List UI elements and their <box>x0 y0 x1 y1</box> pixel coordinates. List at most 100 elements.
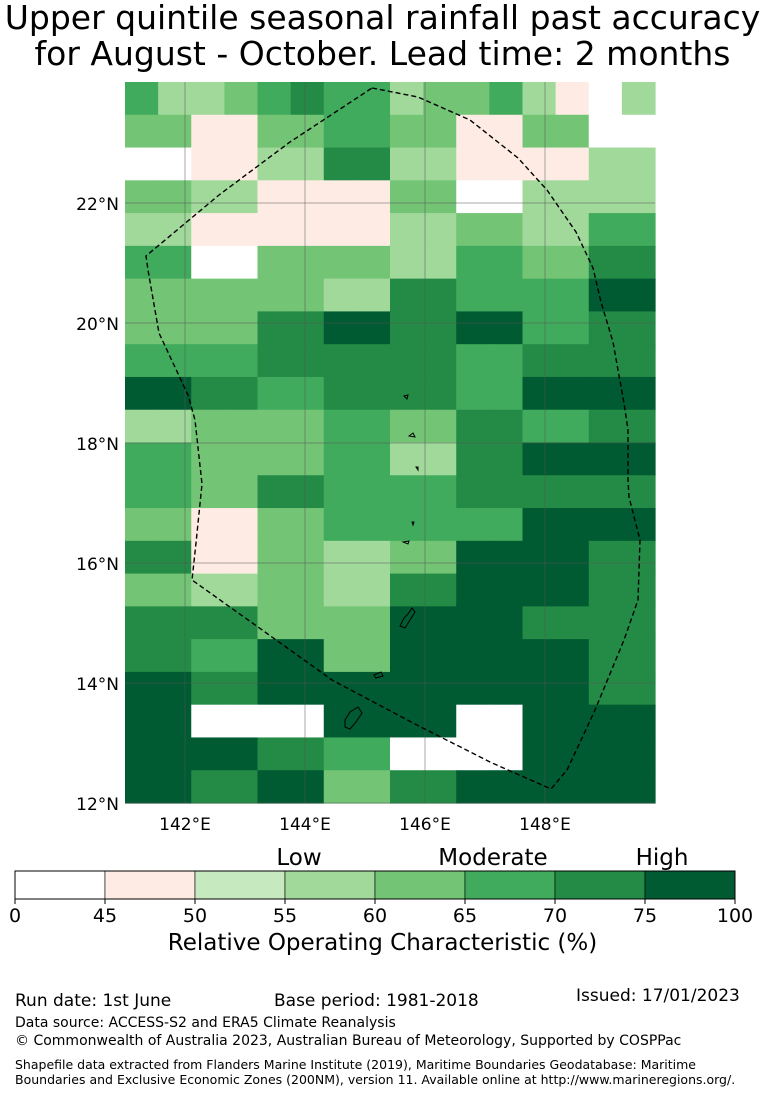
grid-cell <box>522 671 557 706</box>
grid-cell <box>257 508 292 542</box>
grid-cell <box>356 540 391 575</box>
grid-cell <box>191 573 225 607</box>
grid-cell <box>555 311 590 345</box>
grid-cell <box>390 671 424 706</box>
grid-cell <box>323 213 358 247</box>
grid-cell <box>390 508 424 542</box>
grid-cell <box>257 278 292 313</box>
grid-cell <box>191 245 225 280</box>
grid-cell <box>191 180 225 214</box>
grid-cell <box>125 508 159 542</box>
grid-cell <box>323 540 358 575</box>
grid-cell <box>522 245 557 280</box>
grid-cell <box>489 147 524 181</box>
grid-cell <box>158 147 192 181</box>
grid-cell <box>290 409 325 444</box>
grid-cell <box>489 180 524 214</box>
grid-cell <box>356 639 391 673</box>
grid-cell <box>125 376 159 411</box>
grid-cell <box>191 114 225 149</box>
grid-cell <box>224 213 259 247</box>
grid-cell <box>423 213 457 247</box>
grid-cell <box>191 770 225 804</box>
grid-cell <box>489 704 524 739</box>
grid-cell <box>456 671 490 706</box>
grid-cell <box>158 278 192 313</box>
run-date: Run date: 1st June <box>15 991 172 1011</box>
grid-cell <box>158 573 192 607</box>
grid-cell <box>489 245 524 280</box>
grid-cell <box>390 639 424 673</box>
grid-cell <box>125 442 159 476</box>
longitude-tick-label: 148°E <box>519 815 571 835</box>
grid-cell <box>489 737 524 771</box>
grid-cell <box>125 114 159 149</box>
grid-cell <box>390 245 424 280</box>
grid-cell <box>356 344 391 378</box>
grid-cell <box>555 376 590 411</box>
grid-cell <box>290 114 325 149</box>
grid-cell <box>522 147 557 181</box>
grid-cell <box>290 245 325 280</box>
grid-cell <box>522 639 557 673</box>
grid-cell <box>555 82 590 116</box>
grid-cell <box>423 606 457 640</box>
colorbar-swatch <box>104 870 196 900</box>
grid-cell <box>323 114 358 149</box>
grid-cell <box>257 376 292 411</box>
grid-cell <box>456 376 490 411</box>
grid-cell <box>290 508 325 542</box>
grid-cell <box>224 475 259 509</box>
grid-cell <box>489 114 524 149</box>
grid-cell <box>257 147 292 181</box>
grid-cell <box>356 311 391 345</box>
grid-cell <box>158 540 192 575</box>
grid-cell <box>257 442 292 476</box>
grid-cell <box>356 213 391 247</box>
grid-cell <box>588 376 623 411</box>
latitude-tick-label: 18°N <box>76 435 119 455</box>
colorbar-swatch <box>284 870 376 900</box>
grid-cell <box>323 344 358 378</box>
grid-cell <box>588 409 623 444</box>
grid-cell <box>555 213 590 247</box>
grid-cell <box>191 278 225 313</box>
grid-cell <box>290 82 325 116</box>
grid-cell <box>224 540 259 575</box>
grid-cell <box>290 704 325 739</box>
grid-cell <box>323 409 358 444</box>
grid-cell <box>323 737 358 771</box>
island-outline <box>415 466 419 472</box>
grid-cell <box>290 639 325 673</box>
grid-cell <box>356 245 391 280</box>
grid-cell <box>390 442 424 476</box>
grid-cell <box>390 737 424 771</box>
grid-cell <box>257 213 292 247</box>
grid-cell <box>390 770 424 804</box>
eez-boundary <box>145 87 641 790</box>
grid-cell <box>522 770 557 804</box>
grid-cell <box>423 409 457 444</box>
grid-cell <box>323 180 358 214</box>
island-outline <box>401 540 410 545</box>
grid-cell <box>290 147 325 181</box>
grid-cell <box>555 671 590 706</box>
grid-cell <box>522 213 557 247</box>
grid-cell <box>356 278 391 313</box>
grid-cell <box>224 344 259 378</box>
grid-cell <box>489 376 524 411</box>
grid-cell <box>191 409 225 444</box>
grid-cell <box>555 639 590 673</box>
grid-cell <box>191 376 225 411</box>
grid-cell <box>290 376 325 411</box>
grid-cell <box>588 704 623 739</box>
grid-cell <box>456 573 490 607</box>
island-outline <box>399 607 416 629</box>
grid-cell <box>356 573 391 607</box>
latitude-tick-label: 22°N <box>76 195 119 215</box>
grid-cell <box>456 278 490 313</box>
grid-cell <box>257 114 292 149</box>
grid-cell <box>323 606 358 640</box>
grid-cell <box>489 442 524 476</box>
grid-cell <box>588 475 623 509</box>
